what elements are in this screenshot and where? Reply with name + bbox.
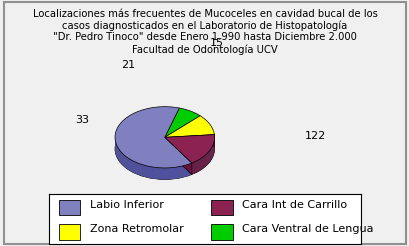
Polygon shape — [143, 165, 146, 177]
Polygon shape — [132, 160, 134, 173]
Polygon shape — [164, 137, 191, 174]
Polygon shape — [115, 107, 191, 168]
Text: Cara Ventral de Lengua: Cara Ventral de Lengua — [242, 224, 373, 234]
Polygon shape — [194, 161, 195, 173]
Polygon shape — [201, 157, 202, 169]
Polygon shape — [195, 161, 196, 173]
Polygon shape — [193, 162, 194, 173]
FancyBboxPatch shape — [211, 224, 232, 240]
Polygon shape — [146, 166, 149, 178]
Polygon shape — [164, 137, 191, 174]
Polygon shape — [156, 168, 159, 179]
Polygon shape — [140, 164, 143, 176]
Polygon shape — [119, 151, 121, 164]
Polygon shape — [166, 168, 169, 179]
Polygon shape — [129, 159, 132, 172]
Text: Cara Int de Carrillo: Cara Int de Carrillo — [242, 200, 347, 210]
Text: 122: 122 — [304, 131, 325, 141]
Polygon shape — [189, 163, 191, 176]
Polygon shape — [134, 162, 137, 174]
Polygon shape — [117, 147, 118, 160]
Polygon shape — [198, 159, 199, 171]
Polygon shape — [182, 165, 186, 177]
Text: 15: 15 — [209, 38, 223, 48]
Polygon shape — [191, 163, 192, 174]
Text: Labio Inferior: Labio Inferior — [90, 200, 163, 210]
Polygon shape — [159, 168, 162, 179]
Text: Localizaciones más frecuentes de Mucoceles en cavidad bucal de los
casos diagnos: Localizaciones más frecuentes de Mucocel… — [32, 9, 377, 55]
Polygon shape — [205, 154, 206, 166]
Polygon shape — [123, 154, 125, 167]
Polygon shape — [127, 157, 129, 170]
Polygon shape — [153, 167, 156, 179]
Polygon shape — [208, 152, 209, 163]
Polygon shape — [203, 156, 204, 168]
Ellipse shape — [115, 118, 214, 179]
Polygon shape — [207, 152, 208, 164]
Polygon shape — [173, 167, 176, 179]
Polygon shape — [179, 166, 182, 178]
Polygon shape — [164, 135, 214, 163]
Text: 21: 21 — [121, 60, 135, 70]
Polygon shape — [176, 167, 179, 179]
Polygon shape — [192, 162, 193, 174]
Polygon shape — [162, 168, 166, 179]
Polygon shape — [200, 158, 201, 170]
Polygon shape — [169, 168, 173, 179]
Polygon shape — [125, 156, 127, 169]
Polygon shape — [116, 145, 117, 158]
Polygon shape — [197, 160, 198, 172]
Polygon shape — [186, 164, 189, 177]
Polygon shape — [164, 135, 214, 149]
FancyBboxPatch shape — [58, 224, 80, 240]
FancyBboxPatch shape — [211, 200, 232, 215]
Polygon shape — [164, 108, 200, 137]
Text: Zona Retromolar: Zona Retromolar — [90, 224, 183, 234]
Polygon shape — [164, 135, 214, 149]
FancyBboxPatch shape — [58, 200, 80, 215]
Polygon shape — [137, 163, 140, 175]
Polygon shape — [115, 143, 116, 156]
Polygon shape — [164, 116, 214, 137]
Polygon shape — [199, 159, 200, 171]
Polygon shape — [196, 161, 197, 172]
Polygon shape — [121, 152, 123, 166]
Polygon shape — [202, 157, 203, 169]
Text: 33: 33 — [75, 115, 89, 125]
Polygon shape — [206, 154, 207, 165]
Polygon shape — [149, 167, 153, 179]
Polygon shape — [204, 155, 205, 167]
Polygon shape — [118, 149, 119, 162]
